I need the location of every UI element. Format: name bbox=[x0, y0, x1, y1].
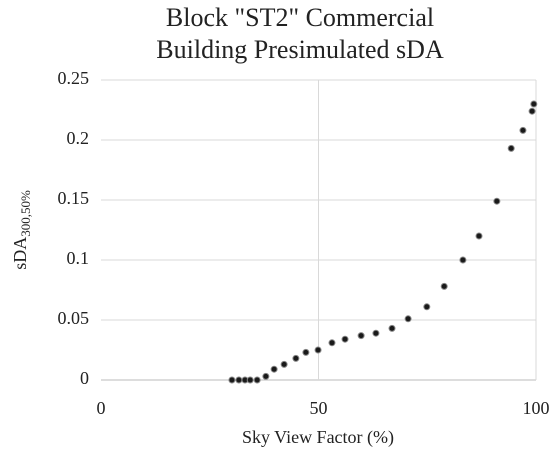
point bbox=[423, 303, 431, 311]
y-tick-label: 0.05 bbox=[58, 308, 90, 328]
point bbox=[262, 372, 270, 380]
y-axis-label-sub: 300,50% bbox=[18, 190, 33, 237]
point bbox=[404, 315, 412, 323]
point bbox=[270, 365, 278, 373]
y-tick-label: 0.15 bbox=[58, 188, 90, 208]
point bbox=[302, 348, 310, 356]
point bbox=[372, 329, 380, 337]
point bbox=[459, 256, 467, 264]
point bbox=[493, 197, 501, 205]
point bbox=[235, 376, 243, 384]
point bbox=[328, 339, 336, 347]
chart-title: Block "ST2" Commercial bbox=[166, 3, 434, 32]
x-tick-label: 0 bbox=[97, 398, 106, 418]
x-tick-label: 100 bbox=[523, 398, 550, 418]
point bbox=[507, 144, 515, 152]
point bbox=[519, 126, 527, 134]
x-axis-label: Sky View Factor (%) bbox=[242, 427, 394, 448]
x-tick-label: 50 bbox=[310, 398, 328, 418]
point bbox=[228, 376, 236, 384]
point bbox=[528, 107, 536, 115]
y-axis-label-main: sDA bbox=[10, 237, 30, 270]
point bbox=[388, 324, 396, 332]
y-tick-label: 0.2 bbox=[67, 128, 90, 148]
y-tick-label: 0.1 bbox=[67, 248, 90, 268]
point bbox=[314, 346, 322, 354]
point bbox=[280, 360, 288, 368]
point bbox=[253, 376, 261, 384]
y-tick-label: 0 bbox=[80, 368, 89, 388]
y-axis-label: sDA300,50% bbox=[10, 190, 33, 270]
point bbox=[440, 282, 448, 290]
point bbox=[292, 354, 300, 362]
point bbox=[530, 100, 538, 108]
point bbox=[246, 376, 254, 384]
chart-title: Building Presimulated sDA bbox=[156, 35, 444, 64]
y-tick-label: 0.25 bbox=[58, 68, 90, 88]
point bbox=[357, 332, 365, 340]
point bbox=[475, 232, 483, 240]
point bbox=[341, 335, 349, 343]
